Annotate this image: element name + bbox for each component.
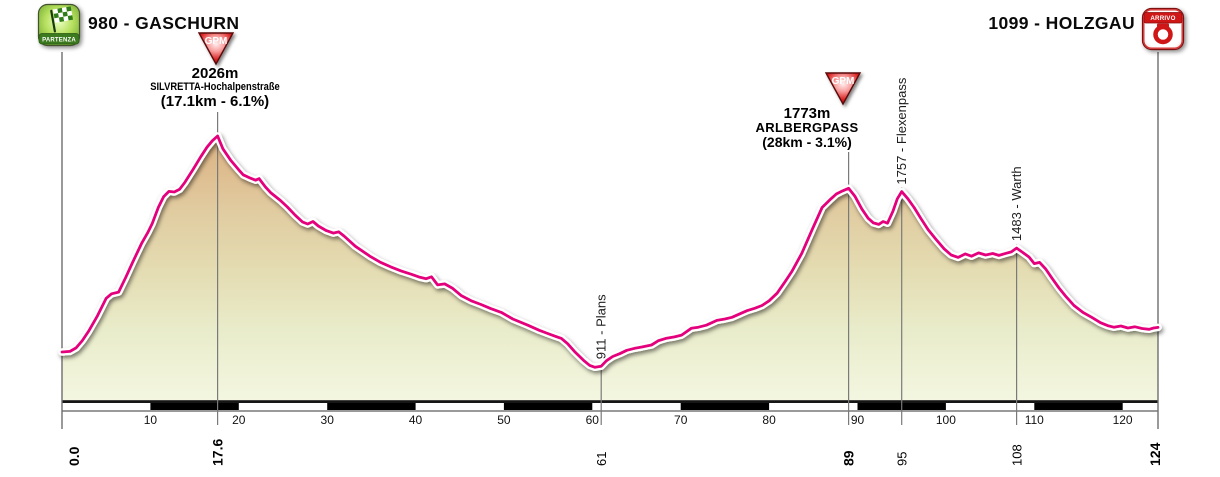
svg-text:40: 40 <box>409 413 423 427</box>
svg-text:10: 10 <box>144 413 158 427</box>
gpm-climb-name: ARLBERGPASS <box>755 120 859 135</box>
svg-text:70: 70 <box>674 413 688 427</box>
finish-bell-icon <box>1153 23 1173 45</box>
start-icon-label: PARTENZA <box>42 38 76 44</box>
checkered-flag-icon <box>50 6 74 33</box>
svg-text:17.6: 17.6 <box>210 439 226 466</box>
svg-text:110: 110 <box>1025 413 1044 427</box>
svg-text:61: 61 <box>594 452 609 466</box>
gpm-climb-name: SILVRETTA-Hochalpenstraße <box>150 81 280 93</box>
gpm-icon-label: GPM <box>832 76 855 87</box>
start-town-label: 980 - GASCHURN <box>88 13 240 33</box>
profile-line <box>60 134 1160 369</box>
gpm-icon: GPM <box>197 32 235 66</box>
gpm-icon: GPM <box>824 72 862 106</box>
svg-text:108: 108 <box>1010 444 1025 466</box>
svg-text:20: 20 <box>232 413 246 427</box>
svg-text:1483 - Warth: 1483 - Warth <box>1009 166 1024 241</box>
finish-town-label: 1099 - HOLZGAU <box>988 13 1135 33</box>
svg-text:100: 100 <box>936 413 956 427</box>
plot-spines <box>61 52 1159 429</box>
km-labels: 0.0 17.6 61 89 95 108 124 <box>66 439 1163 466</box>
gpm-elevation: 2026m <box>191 65 239 82</box>
gpm-climb-detail: (17.1km - 6.1%) <box>160 93 270 110</box>
gpm-icon-label: GPM <box>205 36 228 47</box>
svg-text:120: 120 <box>1113 413 1133 427</box>
svg-text:0.0: 0.0 <box>66 446 82 466</box>
svg-text:30: 30 <box>321 413 335 427</box>
svg-text:90: 90 <box>851 413 865 427</box>
svg-text:1757 - Flexenpass: 1757 - Flexenpass <box>894 77 909 184</box>
gpm-climb-detail: (28km - 3.1%) <box>762 134 852 150</box>
point-labels: 911 - Plans 1757 - Flexenpass 1483 - Warth <box>594 77 1024 359</box>
gpm-annotation-arlbergpass: 1773m ARLBERGPASS (28km - 3.1%) <box>677 106 937 149</box>
elevation-area <box>62 136 1158 403</box>
svg-text:95: 95 <box>895 452 910 466</box>
svg-text:89: 89 <box>841 450 857 466</box>
gpm-elevation: 1773m <box>783 105 831 122</box>
finish-icon: ARRIVO <box>1141 7 1185 51</box>
distance-bar <box>62 400 1158 412</box>
gpm-annotation-silvretta: 2026m SILVRETTA-Hochalpenstraße (17.1km … <box>85 66 345 109</box>
finish-icon-label: ARRIVO <box>1150 15 1175 22</box>
svg-text:911 - Plans: 911 - Plans <box>594 294 609 359</box>
axis-tick-labels: 10 20 30 40 50 60 70 80 90 100 110 120 <box>144 413 1133 427</box>
svg-text:80: 80 <box>762 413 776 427</box>
svg-text:60: 60 <box>586 413 600 427</box>
start-icon: PARTENZA <box>37 3 81 47</box>
guide-lines <box>217 112 1018 425</box>
svg-text:50: 50 <box>497 413 511 427</box>
svg-text:124: 124 <box>1147 442 1163 466</box>
